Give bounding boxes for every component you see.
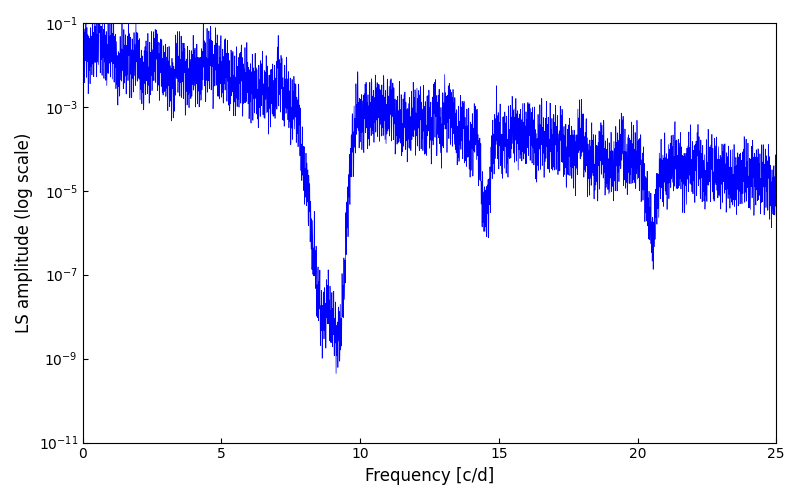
X-axis label: Frequency [c/d]: Frequency [c/d] xyxy=(365,467,494,485)
Y-axis label: LS amplitude (log scale): LS amplitude (log scale) xyxy=(15,132,33,333)
